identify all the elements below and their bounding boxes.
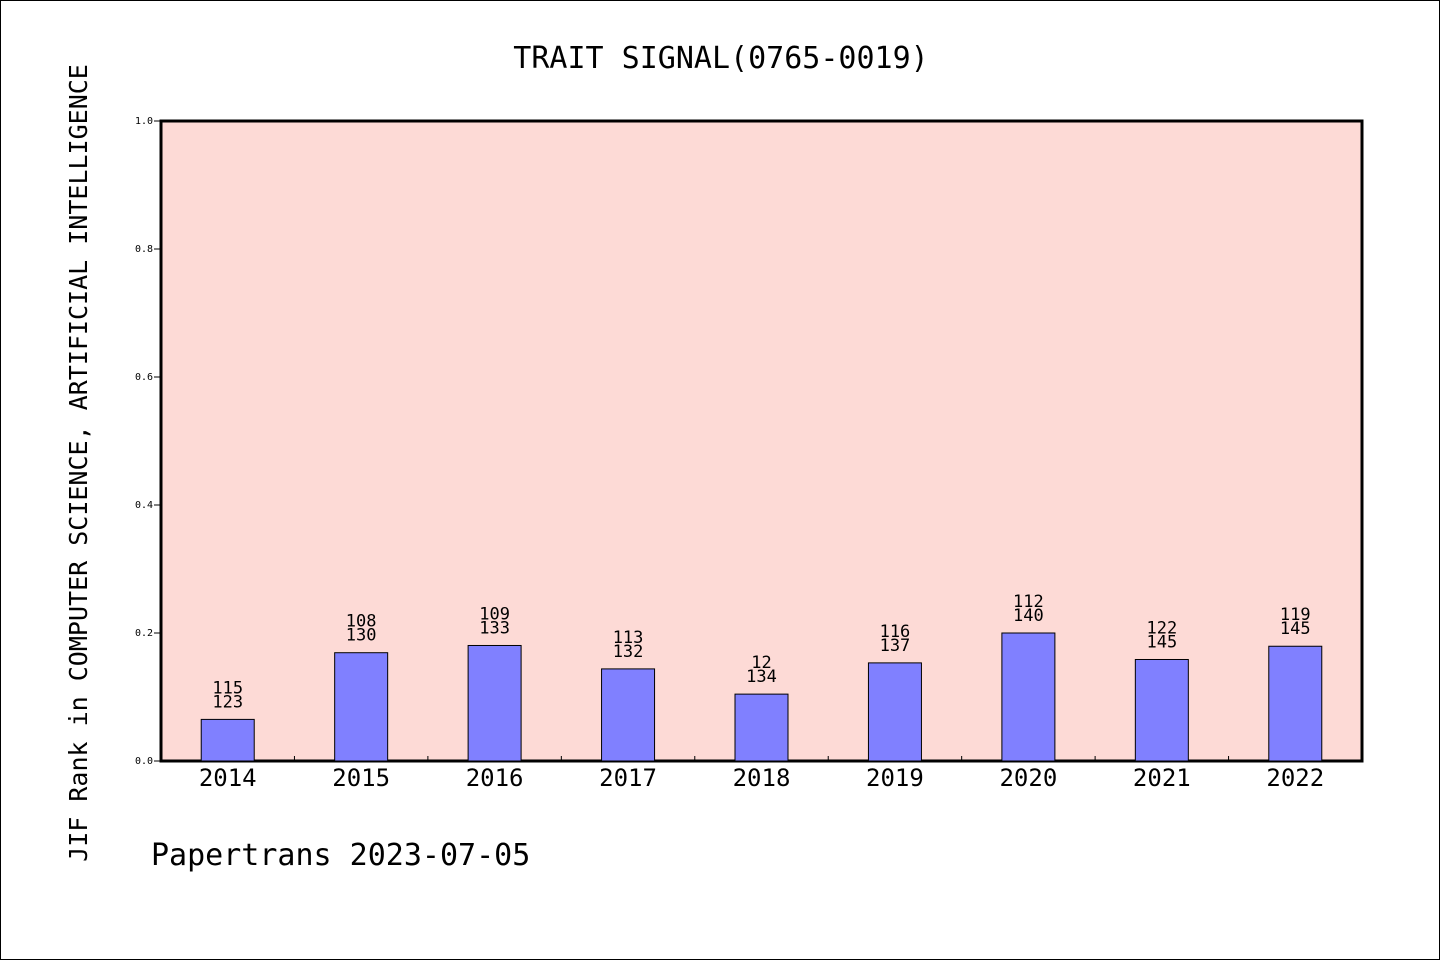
x-tick-label: 2014: [199, 764, 257, 792]
y-tick-label: 0.4: [135, 500, 153, 511]
bar-total-label: 132: [613, 642, 644, 662]
bar: [467, 644, 522, 762]
bar-rank-label: 116: [880, 622, 911, 642]
bar-total-label: 134: [746, 667, 777, 687]
bar-rank-label: 113: [613, 628, 644, 648]
x-tick-label: 2017: [599, 764, 657, 792]
x-tick-label: 2021: [1133, 764, 1191, 792]
y-tick-label: 0.6: [135, 372, 153, 383]
bar: [334, 652, 389, 762]
bar: [867, 662, 922, 762]
bar: [734, 693, 789, 762]
bar: [1001, 632, 1056, 762]
y-axis-ticks: 0.0 0.2 0.4 0.6 0.8 1.0: [135, 116, 161, 767]
x-tick-label: 2015: [332, 764, 390, 792]
bar-total-label: 123: [212, 692, 243, 712]
x-tick-label: 2022: [1266, 764, 1324, 792]
y-axis-label: JIF Rank in COMPUTER SCIENCE, ARTIFICIAL…: [64, 64, 93, 862]
bar: [601, 668, 656, 762]
bar: [1134, 658, 1189, 762]
bar-total-label: 145: [1280, 619, 1311, 639]
bar-rank-label: 115: [212, 678, 243, 698]
bar-rank-label: 112: [1013, 592, 1044, 612]
bar-total-label: 145: [1146, 632, 1177, 652]
footer-credit: Papertrans 2023-07-05: [151, 838, 530, 873]
bar-total-label: 133: [479, 618, 510, 638]
x-axis-ticks: 2014 2015 2016 2017 2018 2019 2020 2021 2022: [199, 756, 1324, 792]
y-tick-label: 0.8: [135, 244, 153, 255]
chart-title: TRAIT SIGNAL(0765-0019): [513, 41, 928, 76]
x-tick-label: 2020: [999, 764, 1057, 792]
bar-rank-label: 12: [751, 653, 771, 673]
y-tick-label: 1.0: [135, 116, 153, 127]
bar-rank-label: 108: [346, 612, 377, 632]
bar-rank-label: 122: [1146, 618, 1177, 638]
bar-total-label: 130: [346, 626, 377, 646]
y-tick-label: 0.2: [135, 628, 153, 639]
bar-rank-label: 119: [1280, 605, 1311, 625]
bar-total-label: 137: [880, 636, 911, 656]
x-tick-label: 2019: [866, 764, 924, 792]
bar: [1268, 645, 1323, 762]
x-tick-label: 2018: [733, 764, 791, 792]
bar-rank-label: 109: [479, 604, 510, 624]
bar: [200, 718, 255, 762]
bar-total-label: 140: [1013, 606, 1044, 626]
y-tick-label: 0.0: [135, 756, 153, 767]
x-tick-label: 2016: [466, 764, 524, 792]
